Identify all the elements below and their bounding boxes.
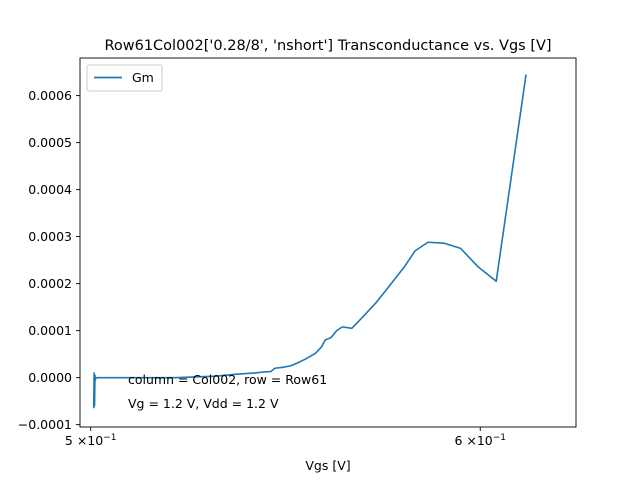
x-axis-label: Vgs [V] bbox=[305, 458, 350, 473]
annotation-group: column = Col002, row = Row61 Vg = 1.2 V,… bbox=[128, 372, 327, 411]
y-tick-label-7: 0.0006 bbox=[28, 88, 72, 103]
plot-axes: −0.0001 0.0000 0.0001 0.0002 0.0003 0.0004 0.0… bbox=[18, 57, 577, 448]
plot-frame bbox=[79, 57, 577, 428]
legend-label-gm: Gm bbox=[132, 70, 154, 85]
series-line-gm bbox=[92, 74, 527, 409]
y-tick-label-6: 0.0005 bbox=[28, 135, 72, 150]
legend-frame bbox=[86, 64, 163, 92]
y-tick-label-0: −0.0001 bbox=[18, 417, 72, 432]
annotation-line-2: Vg = 1.2 V, Vdd = 1.2 V bbox=[128, 396, 279, 411]
chart-title: Row61Col002['0.28/8', 'nshort'] Transcon… bbox=[104, 38, 551, 54]
y-tick-label-3: 0.0002 bbox=[28, 276, 72, 291]
legend: Gm bbox=[86, 64, 163, 92]
y-tick-label-1: 0.0000 bbox=[28, 370, 72, 385]
y-tick-label-4: 0.0003 bbox=[28, 229, 72, 244]
x-tick-label-0: 5 ×10−1 bbox=[65, 433, 117, 448]
series-group bbox=[92, 74, 527, 409]
annotation-line-1: column = Col002, row = Row61 bbox=[128, 372, 327, 387]
x-tick-label-1: 6 ×10−1 bbox=[454, 433, 506, 448]
y-tick-label-2: 0.0001 bbox=[28, 323, 72, 338]
y-tick-label-5: 0.0004 bbox=[28, 182, 72, 197]
